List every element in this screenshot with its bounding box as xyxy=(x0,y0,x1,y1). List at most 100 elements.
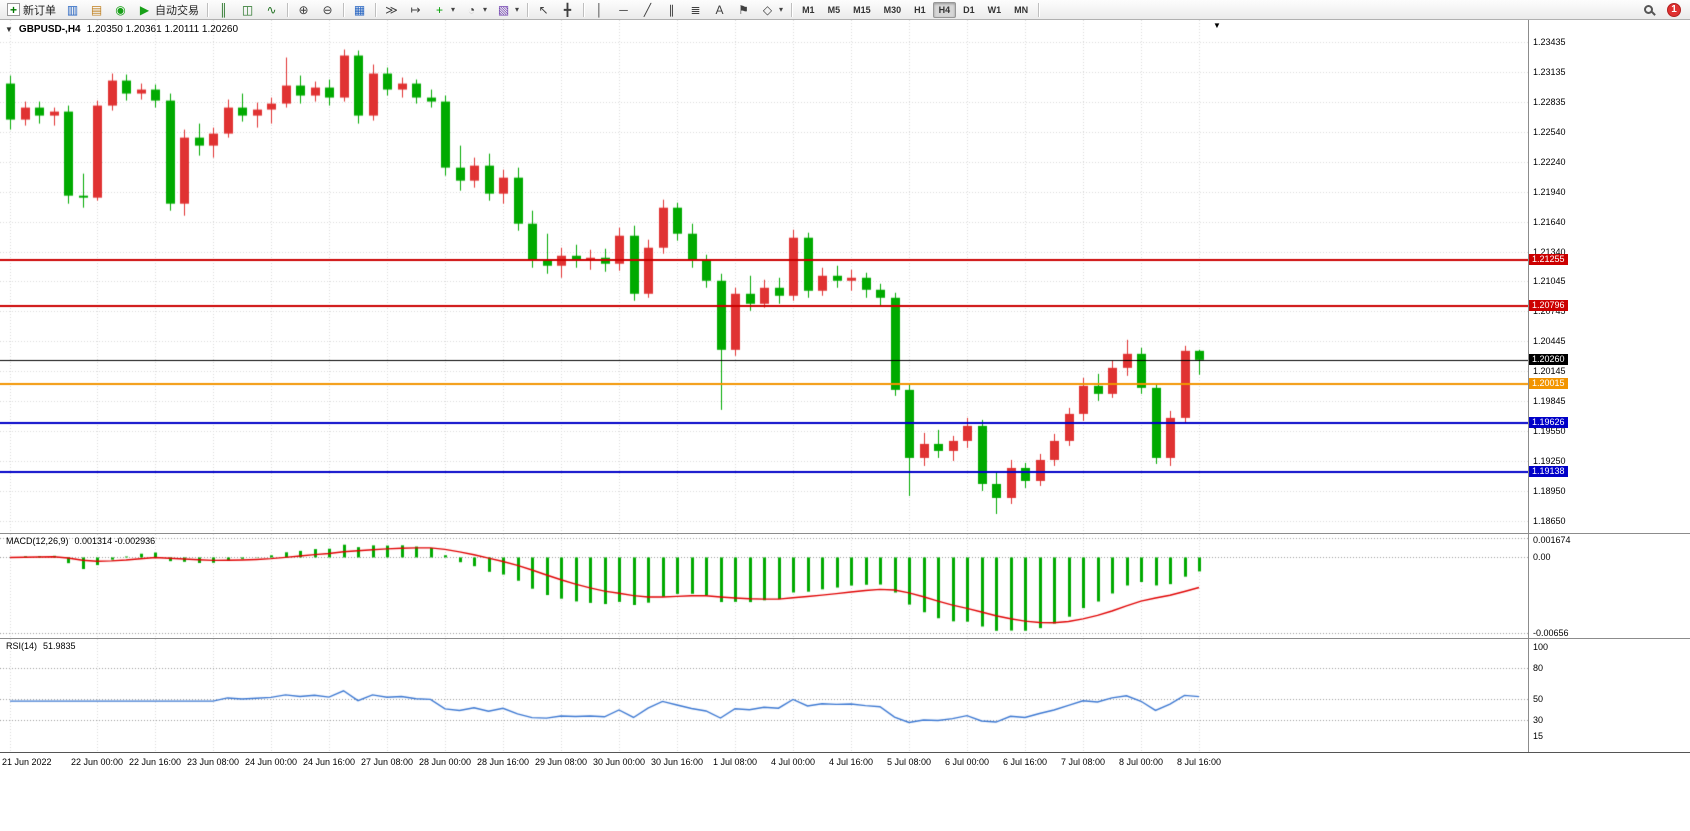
time-axis-label: 21 Jun 2022 xyxy=(2,757,52,767)
rsi-title: RSI(14) xyxy=(6,641,38,651)
search-button[interactable] xyxy=(1640,1,1657,19)
price-axis-label: 1.20745 xyxy=(1533,306,1566,317)
cursor-button[interactable]: ↖ xyxy=(532,1,555,19)
price-axis-label: 1.19250 xyxy=(1533,455,1566,466)
rsi-axis-label: 15 xyxy=(1533,731,1544,742)
line-chart-icon: ∿ xyxy=(266,2,277,17)
profiles-button[interactable]: ▤ xyxy=(85,1,108,19)
candlestick-icon: ◫ xyxy=(241,2,254,17)
timeframe-h1-button[interactable]: H1 xyxy=(914,4,926,15)
periods-button[interactable]: ◔ ▾ xyxy=(460,1,491,19)
rsi-axis-label: 100 xyxy=(1533,641,1549,652)
horizontal-line-icon: ─ xyxy=(619,2,628,17)
chevron-down-icon: ▾ xyxy=(483,5,488,14)
chart-window-icon: ▥ xyxy=(66,2,79,17)
rsi-canvas[interactable] xyxy=(0,639,1528,752)
rsi-panel-separator[interactable] xyxy=(0,638,1690,639)
channel-button[interactable]: ∥ xyxy=(660,1,683,19)
auto-trading-button-label: 自动交易 xyxy=(155,4,199,17)
timeframe-m5-button[interactable]: M5 xyxy=(827,4,841,15)
market-watch-button[interactable]: ◉ xyxy=(109,1,132,19)
auto-scroll-button[interactable]: ≫ xyxy=(380,1,403,19)
time-axis-label: 23 Jun 08:00 xyxy=(186,757,240,767)
time-axis-label: 27 Jun 08:00 xyxy=(360,757,414,767)
price-axis-label: 1.22835 xyxy=(1533,97,1566,108)
price-axis-label: 1.20445 xyxy=(1533,336,1566,347)
shapes-icon: ◇ xyxy=(762,2,773,17)
macd-canvas[interactable] xyxy=(0,534,1528,638)
time-axis-label: 4 Jul 00:00 xyxy=(770,757,816,767)
label-button[interactable]: ⚑ xyxy=(732,1,755,19)
auto-trading-button[interactable]: ▶ 自动交易 xyxy=(133,1,203,19)
chevron-down-icon: ▾ xyxy=(515,5,520,14)
rsi-panel-label: RSI(14) 51.9835 xyxy=(6,641,76,651)
timeframe-w1-button[interactable]: W1 xyxy=(987,4,1002,15)
zoom-in-button[interactable]: ⊕ xyxy=(292,1,315,19)
timeframe-d1-button[interactable]: D1 xyxy=(963,4,975,15)
timeframe-mn-button[interactable]: MN xyxy=(1014,4,1029,15)
fibonacci-icon: ≣ xyxy=(690,2,701,17)
time-axis-separator xyxy=(0,752,1690,753)
timeframe-m15-button[interactable]: M15 xyxy=(853,4,871,15)
crosshair-icon: ╋ xyxy=(563,2,572,17)
chart-symbol-title: GBPUSD-,H4 xyxy=(18,24,81,35)
template-icon: ▧ xyxy=(497,2,510,17)
chart-shift-icon: ↦ xyxy=(410,2,421,17)
price-scale-separator xyxy=(1528,20,1529,752)
indicators-button[interactable]: + ▾ xyxy=(428,1,459,19)
toolbar-separator xyxy=(343,2,344,17)
time-axis-label: 6 Jul 00:00 xyxy=(944,757,990,767)
tile-windows-icon: ▦ xyxy=(353,2,366,17)
toolbar-items: + 新订单 ▥ ▤ ◉ ▶ 自动交易 ║ ◫ ∿ ⊕ ⊖ ▦ ≫ ↦ + ▾ ◔ ▾ ▧ ▾ ↖ ╋ │ ─ ╱ ∥ ≣ A ⚑ ◇ ▾ M1 M… xyxy=(3,1,1042,19)
new-chart-button[interactable]: ▥ xyxy=(61,1,84,19)
fibonacci-button[interactable]: ≣ xyxy=(684,1,707,19)
macd-panel-label: MACD(12,26,9) 0.001314 -0.002936 xyxy=(6,536,155,546)
toolbar-separator xyxy=(791,2,793,17)
clock-icon: ◔ xyxy=(467,2,476,17)
price-axis-label: 1.21340 xyxy=(1533,246,1566,257)
text-button[interactable]: A xyxy=(708,1,731,19)
bar-chart-button[interactable]: ║ xyxy=(212,1,235,19)
chart-shift-marker[interactable]: ▼ xyxy=(1213,21,1221,30)
toolbar-separator xyxy=(527,2,529,17)
rsi-value: 51.9835 xyxy=(43,641,76,651)
macd-panel-separator[interactable] xyxy=(0,533,1690,534)
chart-ohlc-quote: 1.20350 1.20361 1.20111 1.20260 xyxy=(86,24,239,35)
timeframe-m30-button[interactable]: M30 xyxy=(883,4,902,15)
rsi-axis-label: 50 xyxy=(1533,694,1544,705)
notification-badge[interactable]: 1 xyxy=(1667,2,1681,17)
time-axis-label: 1 Jul 08:00 xyxy=(712,757,758,767)
new-order-button[interactable]: + 新订单 xyxy=(3,1,60,19)
chevron-down-icon: ▾ xyxy=(779,5,784,14)
chart-shift-button[interactable]: ↦ xyxy=(404,1,427,19)
chevron-down-icon: ▾ xyxy=(451,5,456,14)
one-click-trading-toggle[interactable]: ▼ xyxy=(5,25,13,34)
price-tag: 1.19138 xyxy=(1529,466,1568,478)
crosshair-button[interactable]: ╋ xyxy=(556,1,579,19)
line-chart-button[interactable]: ∿ xyxy=(260,1,283,19)
timeframe-h4-button[interactable]: H4 xyxy=(932,1,957,18)
toolbar-separator xyxy=(207,2,208,17)
candlestick-button[interactable]: ◫ xyxy=(236,1,259,19)
time-axis-label: 8 Jul 16:00 xyxy=(1176,757,1222,767)
templates-button[interactable]: ▧ ▾ xyxy=(492,1,523,19)
toolbar-separator xyxy=(1038,2,1040,17)
tile-windows-button[interactable]: ▦ xyxy=(348,1,371,19)
timeframe-m1-button[interactable]: M1 xyxy=(802,4,815,15)
cursor-icon: ↖ xyxy=(538,2,549,17)
price-axis-label: 1.18650 xyxy=(1533,515,1566,526)
horizontal-line-button[interactable]: ─ xyxy=(612,1,635,19)
main-chart-canvas[interactable] xyxy=(0,20,1528,533)
trendline-button[interactable]: ╱ xyxy=(636,1,659,19)
search-icon xyxy=(1644,5,1653,14)
shapes-button[interactable]: ◇ ▾ xyxy=(756,1,787,19)
price-axis-label: 1.21940 xyxy=(1533,186,1566,197)
vertical-line-button[interactable]: │ xyxy=(588,1,611,19)
zoom-out-button[interactable]: ⊖ xyxy=(316,1,339,19)
macd-values: 0.001314 -0.002936 xyxy=(74,536,156,546)
price-axis-label: 1.20145 xyxy=(1533,366,1566,377)
toolbar-separator xyxy=(287,2,288,17)
indicators-icon: + xyxy=(435,2,443,17)
price-axis-label: 1.21640 xyxy=(1533,216,1566,227)
price-axis-label: 1.18950 xyxy=(1533,485,1566,496)
